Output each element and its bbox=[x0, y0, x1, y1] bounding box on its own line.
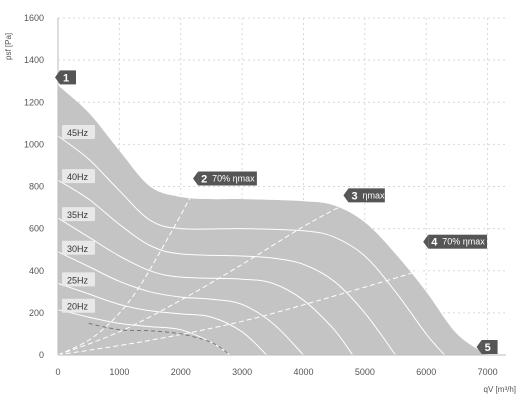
speed-label: 25Hz bbox=[67, 275, 89, 285]
speed-label-bg bbox=[62, 124, 95, 139]
marker-pointer bbox=[55, 70, 60, 85]
marker-label: 70% ηmax bbox=[212, 174, 255, 184]
speed-label: 40Hz bbox=[67, 172, 89, 182]
y-tick-label: 1000 bbox=[24, 139, 44, 149]
y-tick-label: 400 bbox=[29, 266, 44, 276]
operating-markers: 1 2 70% ηmax 3 ηmax 4 70% ηmax 5 bbox=[55, 70, 498, 354]
marker-label: ηmax bbox=[362, 190, 385, 200]
speed-curves bbox=[57, 135, 445, 356]
limit-line bbox=[88, 322, 231, 356]
marker-box bbox=[428, 234, 488, 249]
marker-number: 2 bbox=[201, 174, 207, 186]
speed-curve-20Hz bbox=[57, 309, 231, 356]
marker-label: 70% ηmax bbox=[442, 237, 485, 247]
speed-curve-30Hz bbox=[57, 251, 304, 356]
x-tick-label: 1000 bbox=[109, 367, 129, 377]
tick-labels: 0 1000 2000 3000 4000 5000 6000 7000 0 200 400 600 8… bbox=[24, 13, 498, 377]
x-tick-label: 3000 bbox=[232, 367, 252, 377]
marker-pointer bbox=[423, 234, 429, 249]
marker-box bbox=[198, 171, 257, 186]
efficiency-lines bbox=[57, 186, 482, 356]
marker-box bbox=[60, 70, 76, 85]
marker-pointer bbox=[476, 340, 482, 354]
marker-pointer bbox=[343, 188, 349, 203]
operating-envelope bbox=[58, 85, 488, 356]
y-tick-label: 1400 bbox=[24, 55, 44, 65]
marker-box bbox=[348, 188, 385, 203]
marker-pointer bbox=[193, 171, 199, 186]
speed-label: 35Hz bbox=[67, 210, 89, 220]
y-tick-label: 1600 bbox=[24, 13, 44, 23]
y-tick-label: 600 bbox=[29, 224, 44, 234]
speed-label-bg bbox=[62, 298, 95, 313]
y-tick-label: 0 bbox=[39, 350, 44, 360]
speed-label: 20Hz bbox=[67, 302, 89, 312]
speed-curve-45Hz bbox=[57, 135, 445, 356]
x-tick-label: 0 bbox=[55, 367, 60, 377]
y-tick-label: 800 bbox=[29, 182, 44, 192]
speed-label: 30Hz bbox=[67, 244, 89, 254]
speed-label: 45Hz bbox=[67, 128, 89, 138]
x-tick-label: 6000 bbox=[416, 367, 436, 377]
speed-label-bg bbox=[62, 207, 95, 222]
speed-label-bg bbox=[62, 272, 95, 287]
marker-number: 1 bbox=[63, 72, 69, 84]
y-axis-label: psf [Pa] bbox=[4, 33, 13, 60]
x-tick-label: 4000 bbox=[293, 367, 313, 377]
marker-number: 3 bbox=[351, 190, 357, 202]
speed-curve-25Hz bbox=[57, 282, 268, 356]
curve-labels: 45Hz 40Hz 35Hz 30Hz 25Hz 20Hz bbox=[62, 124, 95, 313]
speed-label-bg bbox=[62, 169, 95, 184]
marker-number: 5 bbox=[485, 342, 491, 354]
efficiency-line-1 bbox=[57, 186, 197, 356]
x-axis-label: qV [m³/h] bbox=[484, 385, 516, 394]
efficiency-line-3 bbox=[57, 249, 482, 356]
speed-label-bg bbox=[62, 240, 95, 255]
x-tick-label: 7000 bbox=[478, 367, 498, 377]
marker-box bbox=[481, 340, 498, 354]
envelope-area bbox=[58, 85, 488, 356]
y-tick-label: 1200 bbox=[24, 97, 44, 107]
marker-number: 4 bbox=[431, 237, 438, 249]
speed-curve-35Hz bbox=[57, 217, 354, 356]
x-tick-label: 5000 bbox=[355, 367, 375, 377]
efficiency-line-2 bbox=[57, 202, 347, 356]
x-tick-label: 2000 bbox=[171, 367, 191, 377]
speed-curve-40Hz bbox=[57, 179, 396, 356]
y-tick-label: 200 bbox=[29, 308, 44, 318]
